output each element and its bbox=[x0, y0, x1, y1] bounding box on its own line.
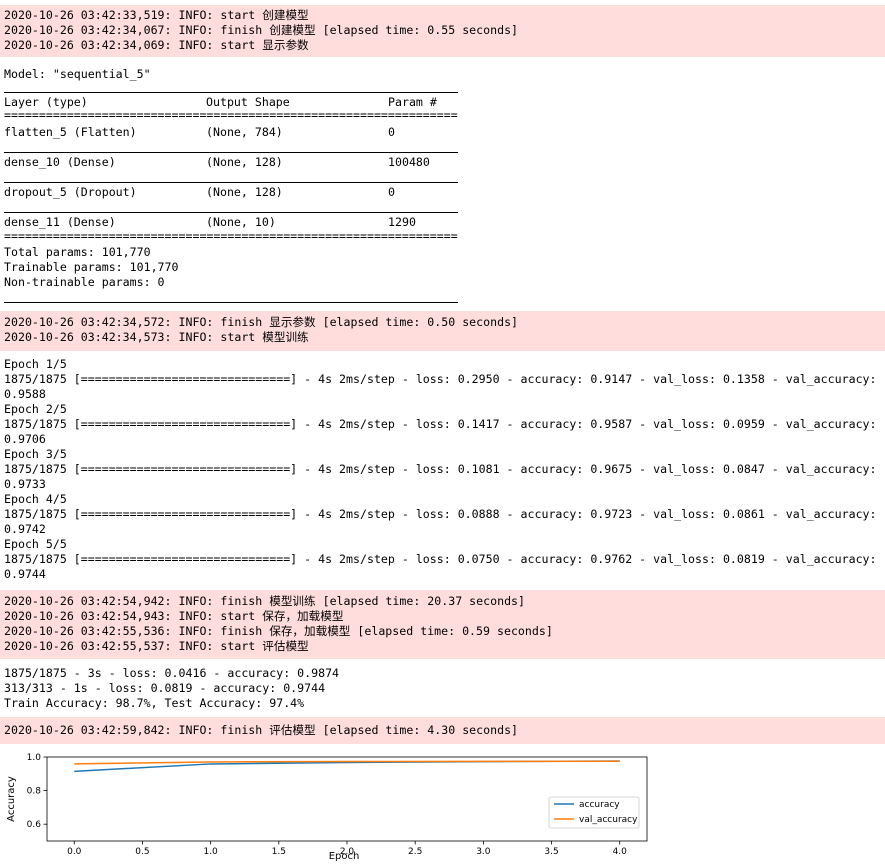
x-tick-label: 2.0 bbox=[340, 847, 355, 857]
summary-double-rule: ========================================… bbox=[4, 229, 458, 243]
val-accuracy-value: 0.9733 bbox=[4, 477, 46, 491]
y-tick-label: 1.0 bbox=[27, 753, 42, 763]
layer-shape: (None, 128) bbox=[206, 155, 283, 169]
layer-shape: (None, 128) bbox=[206, 185, 283, 199]
y-axis-label: Accuracy bbox=[6, 776, 17, 822]
column-header-params: Param # bbox=[388, 95, 437, 109]
plot-frame bbox=[46, 756, 648, 842]
legend-label-accuracy: accuracy bbox=[579, 800, 620, 810]
trainable-params: Trainable params: 101,770 bbox=[4, 260, 179, 274]
layer-name: dense_11 (Dense) bbox=[4, 215, 116, 229]
x-tick-label: 4.0 bbox=[613, 847, 628, 857]
layer-shape: (None, 10) bbox=[206, 215, 276, 229]
total-params: Total params: 101,770 bbox=[4, 245, 151, 259]
accuracy-chart: 0.0 0.5 1.0 1.5 2.0 2.5 3.0 3.5 4.0 0.6 0.8 1.0 Epo… bbox=[6, 753, 648, 862]
log-output-block: 2020-10-26 03:42:59,842: INFO: finish 评估… bbox=[0, 717, 885, 744]
non-trainable-params: Non-trainable params: 0 bbox=[4, 275, 165, 289]
log-line: 2020-10-26 03:42:34,069: INFO: start 显示参… bbox=[4, 38, 309, 52]
eval-line: 1875/1875 - 3s - loss: 0.0416 - accuracy… bbox=[4, 666, 340, 680]
val-accuracy-value: 0.9706 bbox=[4, 432, 46, 446]
log-line: 2020-10-26 03:42:54,942: INFO: finish 模型… bbox=[4, 594, 526, 608]
evaluation-output: 1875/1875 - 3s - loss: 0.0416 - accuracy… bbox=[0, 666, 885, 711]
series-line-val-accuracy bbox=[74, 760, 620, 765]
legend: accuracy val_accuracy bbox=[548, 796, 640, 829]
training-output: Epoch 1/5 1875/1875 [===================… bbox=[0, 357, 885, 582]
x-tick-label: 0.0 bbox=[67, 847, 82, 857]
layer-params: 100480 bbox=[388, 155, 430, 169]
progress-line: 1875/1875 [=============================… bbox=[4, 507, 877, 521]
epoch-line: Epoch 3/5 bbox=[4, 447, 67, 461]
epoch-line: Epoch 4/5 bbox=[4, 492, 67, 506]
log-output-block: 2020-10-26 03:42:34,572: INFO: finish 显示… bbox=[0, 311, 885, 351]
val-accuracy-value: 0.9588 bbox=[4, 387, 46, 401]
log-line: 2020-10-26 03:42:34,573: INFO: start 模型训… bbox=[4, 330, 309, 344]
val-accuracy-value: 0.9744 bbox=[4, 567, 46, 581]
eval-line: 313/313 - 1s - loss: 0.0819 - accuracy: … bbox=[4, 681, 326, 695]
eval-summary-line: Train Accuracy: 98.7%, Test Accuracy: 97… bbox=[4, 696, 305, 710]
x-tick-label: 1.5 bbox=[272, 847, 286, 857]
layer-name: dropout_5 (Dropout) bbox=[4, 185, 137, 199]
log-output-block: 2020-10-26 03:42:54,942: INFO: finish 模型… bbox=[0, 590, 885, 659]
progress-line: 1875/1875 [=============================… bbox=[4, 462, 877, 476]
log-line: 2020-10-26 03:42:59,842: INFO: finish 评估… bbox=[4, 723, 519, 737]
x-tick-label: 0.5 bbox=[135, 847, 149, 857]
log-line: 2020-10-26 03:42:33,519: INFO: start 创建模… bbox=[4, 8, 309, 22]
x-tick-label: 2.5 bbox=[408, 847, 422, 857]
legend-label-val-accuracy: val_accuracy bbox=[579, 815, 638, 825]
model-name: Model: "sequential_5" bbox=[4, 67, 151, 81]
summary-rule bbox=[4, 92, 458, 93]
summary-double-rule: ========================================… bbox=[4, 108, 458, 122]
y-tick-label: 0.6 bbox=[27, 820, 42, 830]
layer-params: 1290 bbox=[388, 215, 416, 229]
column-header-layer: Layer (type) bbox=[4, 95, 88, 109]
progress-line: 1875/1875 [=============================… bbox=[4, 417, 877, 431]
x-tick-label: 3.5 bbox=[544, 847, 558, 857]
progress-line: 1875/1875 [=============================… bbox=[4, 552, 877, 566]
x-axis-label: Epoch bbox=[329, 851, 360, 862]
epoch-line: Epoch 5/5 bbox=[4, 537, 67, 551]
summary-rule bbox=[4, 302, 458, 303]
log-line: 2020-10-26 03:42:54,943: INFO: start 保存，… bbox=[4, 609, 344, 623]
layer-name: flatten_5 (Flatten) bbox=[4, 125, 137, 139]
log-line: 2020-10-26 03:42:34,572: INFO: finish 显示… bbox=[4, 315, 519, 329]
epoch-line: Epoch 2/5 bbox=[4, 402, 67, 416]
x-tick-label: 1.0 bbox=[203, 847, 218, 857]
progress-line: 1875/1875 [=============================… bbox=[4, 372, 877, 386]
y-tick-label: 0.8 bbox=[27, 787, 42, 797]
summary-rule bbox=[4, 212, 458, 213]
layer-params: 0 bbox=[388, 125, 395, 139]
layer-name: dense_10 (Dense) bbox=[4, 155, 116, 169]
column-header-shape: Output Shape bbox=[206, 95, 290, 109]
log-line: 2020-10-26 03:42:55,537: INFO: start 评估模… bbox=[4, 639, 309, 653]
layer-shape: (None, 784) bbox=[206, 125, 283, 139]
layer-params: 0 bbox=[388, 185, 395, 199]
x-tick-label: 3.0 bbox=[476, 847, 491, 857]
log-line: 2020-10-26 03:42:34,067: INFO: finish 创建… bbox=[4, 23, 519, 37]
summary-rule bbox=[4, 152, 458, 153]
log-line: 2020-10-26 03:42:55,536: INFO: finish 保存… bbox=[4, 624, 553, 638]
log-output-block: 2020-10-26 03:42:33,519: INFO: start 创建模… bbox=[0, 5, 885, 57]
epoch-line: Epoch 1/5 bbox=[4, 357, 67, 371]
val-accuracy-value: 0.9742 bbox=[4, 522, 46, 536]
summary-rule bbox=[4, 182, 458, 183]
model-summary: Model: "sequential_5" Layer (type) Outpu… bbox=[0, 58, 885, 308]
